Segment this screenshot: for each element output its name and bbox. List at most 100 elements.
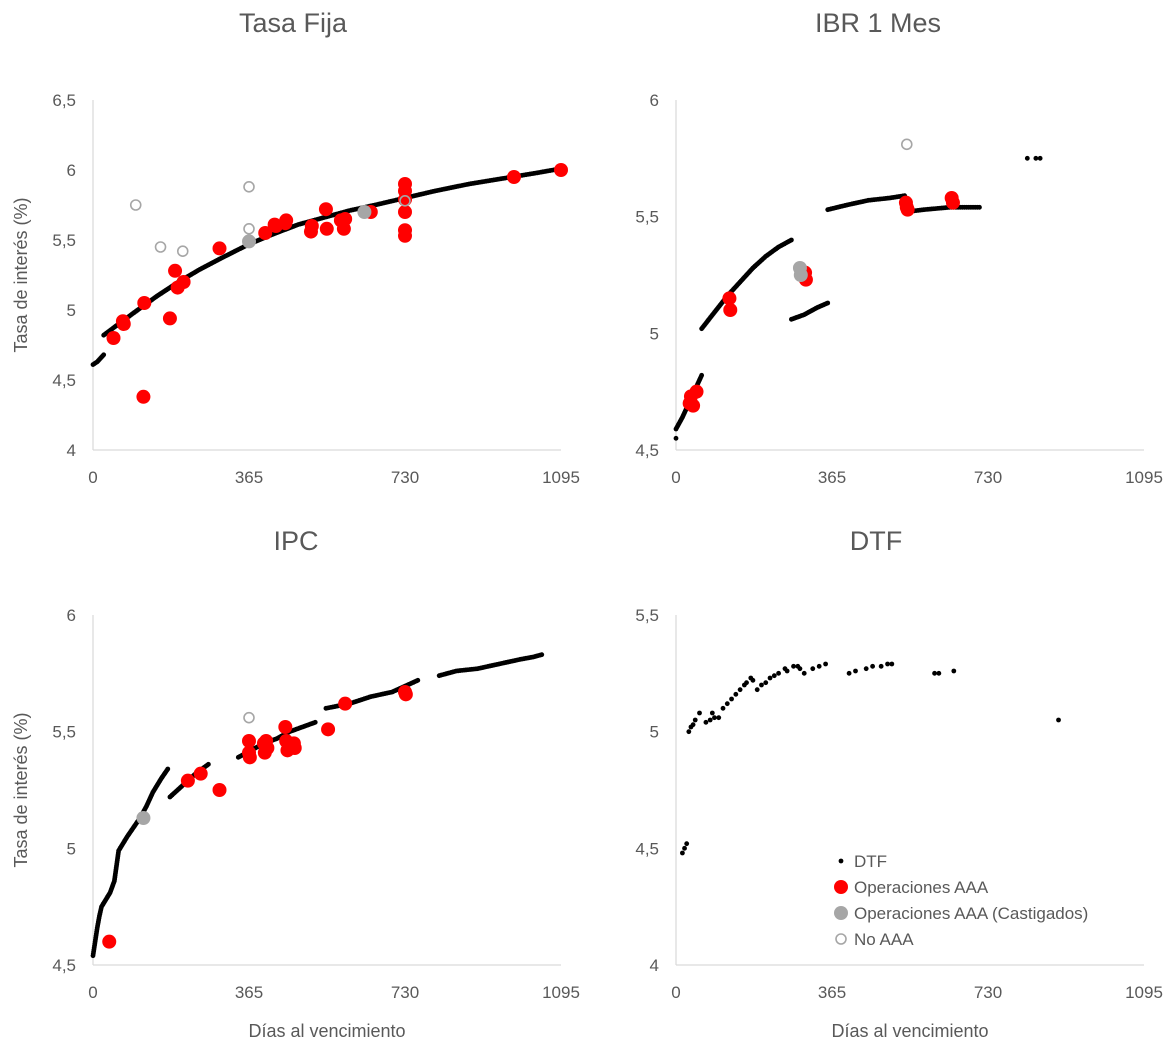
curve-point	[205, 761, 211, 767]
y-tick-label: 5	[67, 301, 76, 320]
chart-title: Tasa Fija	[239, 8, 348, 38]
y-tick-label: 5,5	[635, 208, 659, 227]
dtf-point	[801, 670, 807, 676]
dtf-point	[951, 668, 957, 674]
y-tick-label: 5,5	[52, 723, 76, 742]
data-point	[278, 720, 293, 734]
dtf-point	[759, 682, 764, 688]
dtf-point	[823, 661, 828, 667]
dtf-point	[797, 666, 803, 672]
data-point	[212, 783, 227, 797]
data-point	[945, 195, 960, 210]
curve-point	[539, 652, 545, 658]
dtf-point	[763, 680, 769, 686]
dtf-point	[771, 673, 777, 679]
dtf-point	[737, 687, 743, 693]
series-operaciones-aaa-castigados-	[136, 811, 151, 825]
dtf-point	[791, 663, 796, 669]
dtf-point	[776, 670, 781, 676]
dtf-point	[816, 663, 822, 669]
x-tick-label: 730	[974, 983, 1002, 1002]
data-point	[722, 291, 737, 306]
dtf-point	[932, 670, 937, 676]
legend: DTF Operaciones AAA Operaciones AAA (Casti…	[834, 852, 1088, 949]
curve-segment	[788, 300, 831, 322]
data-point	[180, 773, 195, 788]
curve-segment	[825, 193, 908, 213]
series-operaciones-aaa-castigados-	[792, 261, 808, 282]
dtf-point	[754, 687, 760, 693]
x-tick-label: 1095	[1125, 983, 1163, 1002]
x-tick-label: 0	[88, 468, 97, 487]
dtf-point	[680, 850, 685, 856]
data-point	[554, 163, 568, 177]
curve-point	[312, 719, 318, 725]
data-point	[398, 205, 412, 219]
data-point	[398, 687, 413, 702]
dtf-point	[720, 705, 726, 711]
series-dtf	[680, 661, 1061, 856]
data-point	[242, 750, 257, 765]
curve-point	[1024, 155, 1030, 161]
x-tick-label: 365	[818, 468, 846, 487]
dtf-point	[716, 715, 722, 721]
legend-label: DTF	[854, 852, 887, 871]
data-point	[243, 223, 255, 235]
series-operaciones-aaa	[102, 685, 413, 949]
x-tick-label: 0	[88, 983, 97, 1002]
y-tick-label: 5	[67, 839, 76, 858]
data-point	[258, 226, 273, 240]
curve-point	[977, 204, 982, 210]
dtf-point	[885, 661, 890, 667]
x-tick-label: 0	[671, 468, 680, 487]
chart-panel-2: IPC 0 365 730 1095 4,5 5 5,5 6 Tasa de interés (%…	[11, 526, 580, 1041]
legend-marker	[834, 906, 848, 920]
y-tick-label: 6,5	[52, 91, 76, 110]
chart-panel-0: Tasa Fija 0 365 730 1095 4 4,5 5 5,5 6 6,5 Tasa de …	[11, 8, 580, 487]
y-tick-label: 4	[67, 441, 76, 460]
data-point	[900, 138, 913, 151]
dtf-point	[690, 722, 696, 728]
dtf-point	[767, 675, 773, 681]
data-point	[154, 241, 167, 253]
x-tick-label: 1095	[1125, 468, 1163, 487]
dtf-point	[707, 717, 713, 723]
dtf-point	[682, 845, 687, 851]
legend-label: No AAA	[854, 930, 914, 949]
dtf-point	[703, 719, 709, 725]
data-point	[318, 202, 333, 217]
data-point	[689, 384, 704, 399]
dtf-point	[853, 668, 858, 674]
y-axis-label: Tasa de interés (%)	[11, 197, 31, 352]
x-tick-label: 730	[391, 983, 419, 1002]
data-point	[304, 219, 319, 233]
y-axis-label: Tasa de interés (%)	[11, 712, 31, 867]
dtf-point	[709, 710, 715, 716]
dtf-point	[784, 668, 790, 674]
y-tick-label: 5	[650, 723, 659, 742]
dtf-point	[936, 670, 942, 676]
data-point	[137, 296, 152, 310]
curve-segment	[90, 352, 107, 367]
data-point	[357, 205, 372, 219]
legend-marker	[835, 933, 847, 945]
y-tick-label: 6	[67, 606, 76, 625]
y-tick-label: 6	[650, 91, 659, 110]
curve-point	[1033, 155, 1039, 161]
dtf-point	[750, 677, 756, 683]
y-tick-label: 5,5	[52, 231, 76, 250]
y-tick-label: 4,5	[52, 956, 76, 975]
y-tick-label: 5,5	[635, 606, 659, 625]
data-point	[287, 741, 302, 755]
dtf-point	[692, 717, 698, 723]
curve-point	[1037, 155, 1043, 161]
x-axis-label: Días al vencimiento	[248, 1021, 405, 1041]
dtf-point	[697, 710, 702, 716]
data-point	[399, 195, 411, 207]
curve-point	[415, 677, 421, 683]
data-point	[136, 811, 151, 825]
data-point	[686, 398, 701, 413]
data-point	[193, 766, 208, 781]
dtf-point	[684, 841, 690, 847]
